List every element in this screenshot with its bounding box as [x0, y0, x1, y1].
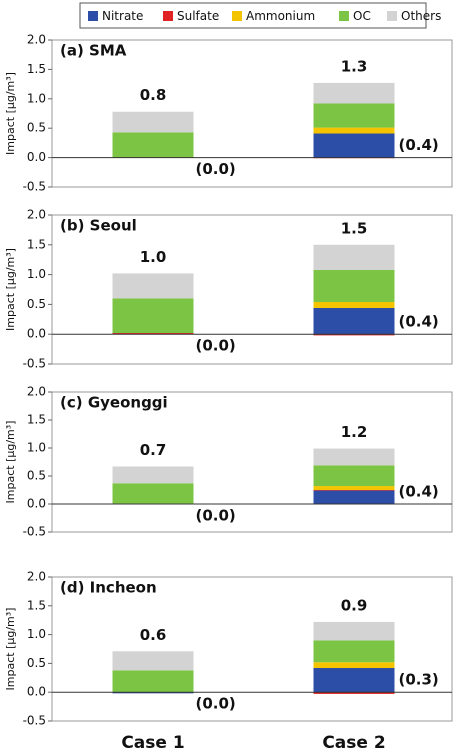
legend-swatch	[339, 11, 349, 21]
panel-title: (a) SMA	[60, 42, 127, 60]
bar-segment	[112, 466, 194, 484]
annotation: 1.5	[341, 219, 368, 237]
legend-swatch	[88, 11, 98, 21]
annotation: (0.3)	[399, 671, 439, 689]
bar-segment	[313, 465, 395, 487]
plot-frame	[51, 576, 453, 722]
y-tick-label: 1.5	[27, 598, 46, 612]
legend-box	[79, 2, 427, 29]
y-tick-label: 0.5	[27, 656, 46, 670]
bar-segment	[313, 103, 395, 128]
y-tick-label: 0.5	[27, 121, 46, 135]
panel-title: (b) Seoul	[60, 217, 137, 235]
bar-segment	[313, 486, 395, 490]
y-tick-label: 1.0	[27, 441, 46, 455]
x-tick-label: Case 2	[322, 733, 385, 753]
annotation: (0.0)	[196, 337, 236, 355]
y-axis-label: Impact [μg/m³]	[4, 421, 17, 504]
bar-segment	[112, 651, 194, 671]
bar-segment	[112, 333, 194, 335]
annotation: (0.4)	[399, 136, 439, 154]
plot-frame	[51, 39, 453, 188]
bar-segment	[313, 269, 395, 303]
y-tick-label: 1.5	[27, 62, 46, 76]
panel-title: (d) Incheon	[60, 579, 157, 597]
bar-segment	[313, 640, 395, 663]
bar-segment	[112, 298, 194, 334]
bar-segment	[313, 244, 395, 270]
y-tick-label: 2.0	[27, 33, 46, 47]
y-tick-label: -0.5	[23, 180, 46, 194]
bar-segment	[313, 302, 395, 308]
x-tick-label: Case 1	[121, 733, 184, 753]
bar-segment	[313, 334, 395, 336]
y-tick-label: -0.5	[23, 357, 46, 371]
y-tick-label: 1.5	[27, 413, 46, 427]
plot-frame	[51, 214, 453, 365]
bar-segment	[112, 273, 194, 299]
y-tick-label: 0.5	[27, 469, 46, 483]
annotation: (0.4)	[399, 483, 439, 501]
y-tick-label: 1.0	[27, 627, 46, 641]
annotation: 1.2	[341, 423, 368, 441]
annotation: 1.0	[140, 248, 167, 266]
legend-label: Sulfate	[177, 9, 219, 23]
legend-label: OC	[353, 9, 371, 23]
y-tick-label: 0.0	[27, 327, 46, 341]
annotation: 0.9	[341, 596, 368, 614]
y-tick-label: 2.0	[27, 385, 46, 399]
bar-segment	[313, 490, 395, 504]
y-tick-label: -0.5	[23, 714, 46, 728]
legend-swatch	[232, 11, 242, 21]
legend-label: Others	[401, 9, 441, 23]
y-tick-label: 2.0	[27, 570, 46, 584]
y-tick-label: 0.0	[27, 685, 46, 699]
bar-segment	[313, 307, 395, 335]
legend-label: Ammonium	[246, 9, 315, 23]
y-axis-label: Impact [μg/m³]	[4, 608, 17, 691]
y-tick-label: -0.5	[23, 525, 46, 539]
y-tick-label: 1.0	[27, 267, 46, 281]
annotation: (0.4)	[399, 313, 439, 331]
bar-segment	[313, 133, 395, 158]
y-tick-label: 0.5	[27, 297, 46, 311]
legend-label: Nitrate	[102, 9, 143, 23]
bar-segment	[313, 668, 395, 693]
annotation: (0.0)	[196, 160, 236, 178]
bar-segment	[112, 483, 194, 504]
y-axis-label: Impact [μg/m³]	[4, 248, 17, 331]
legend-swatch	[163, 11, 173, 21]
annotation: (0.0)	[196, 507, 236, 525]
bar-segment	[112, 692, 194, 694]
bar-segment	[112, 670, 194, 693]
bar-segment	[313, 448, 395, 466]
bar-segment	[313, 490, 395, 491]
plot-frame	[51, 391, 453, 533]
annotation: 0.7	[140, 441, 167, 459]
bar-segment	[313, 127, 395, 134]
bar-segment	[313, 82, 395, 104]
panel-title: (c) Gyeonggi	[60, 394, 168, 412]
bar-segment	[313, 621, 395, 641]
y-tick-label: 2.0	[27, 208, 46, 222]
bar-segment	[313, 662, 395, 669]
annotation: (0.0)	[196, 695, 236, 713]
annotation: 1.3	[341, 57, 368, 75]
y-tick-label: 0.0	[27, 150, 46, 164]
bar-segment	[313, 692, 395, 694]
y-axis-label: Impact [μg/m³]	[4, 72, 17, 155]
bar-segment	[112, 132, 194, 158]
y-tick-label: 0.0	[27, 497, 46, 511]
bar-segment	[112, 111, 194, 133]
legend-swatch	[387, 11, 397, 21]
annotation: 0.8	[140, 86, 167, 104]
y-tick-label: 1.5	[27, 237, 46, 251]
y-tick-label: 1.0	[27, 91, 46, 105]
annotation: 0.6	[140, 626, 167, 644]
